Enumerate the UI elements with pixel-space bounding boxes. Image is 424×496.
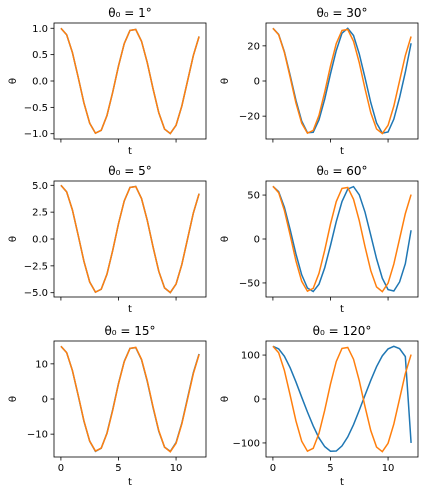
y-tick-label: 20 — [247, 41, 260, 52]
subplot-title: θ₀ = 60° — [316, 164, 367, 178]
y-axis-label: θ — [220, 396, 231, 402]
y-tick-label: −100 — [233, 438, 260, 449]
series-line-2 — [272, 345, 412, 453]
x-tick-label: 0 — [58, 463, 64, 474]
y-tick-label: 5.0 — [32, 181, 48, 192]
subplot-5: 10 0 −10 0 5 10 t θ θ₀ = 15° — [8, 324, 207, 488]
subplot-title: θ₀ = 5° — [108, 164, 151, 178]
axes-frame — [265, 180, 419, 298]
y-tick-label: −1.0 — [24, 129, 48, 140]
series-line-2 — [272, 185, 412, 293]
x-tick-label: 0 — [270, 463, 276, 474]
y-tick-label: 0 — [254, 395, 260, 406]
y-tick-label: 0 — [254, 77, 260, 88]
subplot-4: 50 0 −50 t θ θ₀ = 60° — [220, 164, 419, 315]
y-axis-label: θ — [220, 236, 231, 242]
series-line-2 — [272, 27, 412, 135]
y-tick-label: 50 — [247, 191, 260, 202]
x-axis-label: t — [340, 477, 344, 488]
x-axis-label: t — [128, 477, 132, 488]
y-tick-label: 10 — [35, 359, 48, 370]
y-tick-label: −50 — [239, 278, 260, 289]
x-tick-label: 5 — [327, 463, 333, 474]
series-line-1 — [272, 185, 412, 293]
axes-frame — [265, 340, 419, 458]
y-tick-label: −5.0 — [24, 288, 48, 299]
y-tick-label: 0.0 — [32, 77, 48, 88]
subplot-2: 20 0 −20 t θ θ₀ = 30° — [220, 6, 419, 157]
y-tick-label: 0.5 — [32, 50, 48, 61]
subplot-title: θ₀ = 1° — [108, 6, 151, 20]
y-tick-label: −0.5 — [24, 103, 48, 114]
y-tick-label: 1.0 — [32, 24, 48, 35]
subplot-title: θ₀ = 15° — [104, 324, 155, 338]
x-axis-label: t — [340, 146, 344, 157]
x-axis-label: t — [128, 146, 132, 157]
y-tick-label: 0 — [254, 235, 260, 246]
y-tick-label: −20 — [239, 112, 260, 123]
x-tick-label: 10 — [170, 463, 183, 474]
y-tick-label: −10 — [27, 430, 48, 441]
y-axis-label: θ — [8, 396, 19, 402]
axes-frame — [265, 22, 419, 140]
subplot-3: 5.0 2.5 0.0 −2.5 −5.0 t θ θ₀ = 5° — [8, 164, 207, 315]
x-tick-label: 10 — [382, 463, 395, 474]
y-tick-label: 100 — [241, 351, 260, 362]
y-tick-label: 0 — [42, 395, 48, 406]
y-axis-label: θ — [8, 78, 19, 84]
y-tick-label: −2.5 — [24, 261, 48, 272]
subplot-title: θ₀ = 120° — [313, 324, 372, 338]
axes-frame — [53, 22, 207, 140]
x-axis-label: t — [340, 304, 344, 315]
y-tick-label: 0.0 — [32, 235, 48, 246]
subplot-6: 100 0 −100 0 5 10 t θ θ₀ = 120° — [220, 324, 419, 488]
y-axis-label: θ — [8, 236, 19, 242]
axes-frame — [53, 340, 207, 458]
axes-frame — [53, 180, 207, 298]
y-tick-label: 2.5 — [32, 208, 48, 219]
subplot-1: 1.0 0.5 0.0 −0.5 −1.0 t θ θ₀ = 1° — [8, 6, 207, 157]
subplot-title: θ₀ = 30° — [316, 6, 367, 20]
y-axis-label: θ — [220, 78, 231, 84]
x-tick-label: 5 — [115, 463, 121, 474]
series-line-2 — [60, 27, 200, 135]
x-axis-label: t — [128, 304, 132, 315]
series-line-1 — [272, 345, 412, 453]
series-line-2 — [60, 345, 200, 453]
series-line-2 — [60, 184, 200, 294]
